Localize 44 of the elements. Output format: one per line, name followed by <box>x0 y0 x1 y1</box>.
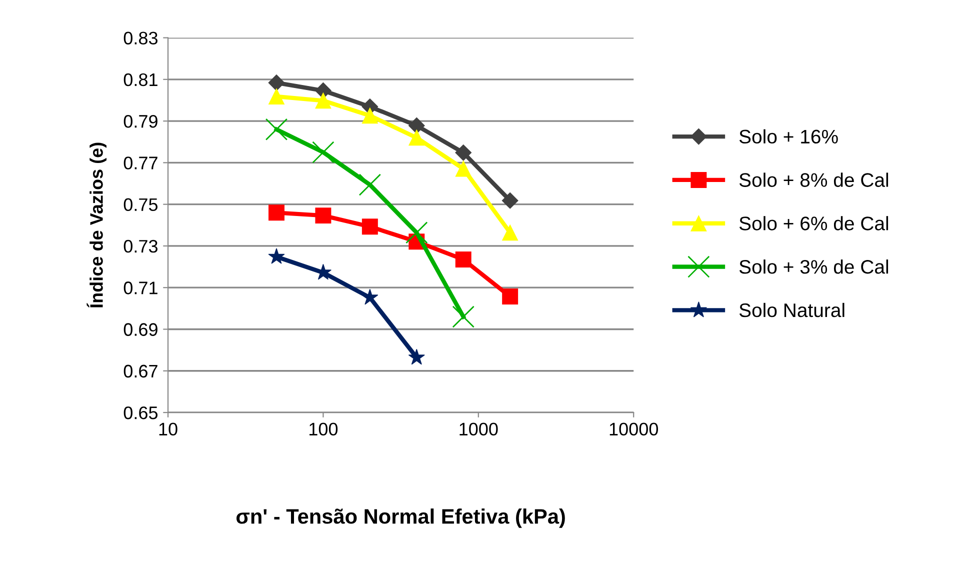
point <box>362 288 378 305</box>
point <box>362 108 378 124</box>
x-tick-label: 10000 <box>610 422 658 436</box>
y-tick-label: 0.65 <box>124 406 158 420</box>
point <box>268 74 285 91</box>
x-tick-label: 100 <box>310 422 338 436</box>
y-tick-label: 0.71 <box>124 282 158 294</box>
point <box>362 218 378 235</box>
point <box>455 144 472 161</box>
point <box>455 160 472 177</box>
y-tick-label: 0.81 <box>124 73 158 86</box>
y-axis-title: Índice de Vazios (e) <box>86 142 106 308</box>
x-axis-title: σn' - Tensão Normal Efetiva (kPa) <box>236 508 565 528</box>
point <box>315 92 332 109</box>
point <box>265 118 288 140</box>
legend-label: Solo Natural <box>739 302 844 318</box>
point <box>406 222 428 244</box>
point <box>268 204 284 221</box>
y-tick-label: 0.69 <box>124 323 158 336</box>
point <box>408 348 425 365</box>
point <box>408 130 425 146</box>
point <box>268 88 284 104</box>
y-tick-label: 0.67 <box>124 364 158 378</box>
legend-label: Solo + 8% de Cal <box>739 172 888 187</box>
y-tick-label: 0.83 <box>124 32 158 44</box>
legend-label: Solo + 3% de Cal <box>739 259 888 274</box>
point <box>315 208 332 224</box>
x-tick-label: 1000 <box>460 422 498 436</box>
x-tick-label: 10 <box>159 422 178 436</box>
point <box>455 252 472 268</box>
point <box>452 306 474 328</box>
legend-label: Solo + 6% de Cal <box>739 216 888 230</box>
y-tick-label: 0.79 <box>124 114 158 128</box>
point <box>268 248 285 264</box>
point <box>502 288 518 305</box>
y-tick-label: 0.73 <box>124 240 158 253</box>
point <box>312 141 334 164</box>
point <box>408 117 425 134</box>
y-tick-label: 0.75 <box>124 198 158 212</box>
legend-label: Solo + 16% <box>739 129 838 144</box>
y-tick-label: 0.77 <box>124 156 158 170</box>
point <box>502 192 518 209</box>
point <box>502 224 518 241</box>
point <box>358 174 382 196</box>
